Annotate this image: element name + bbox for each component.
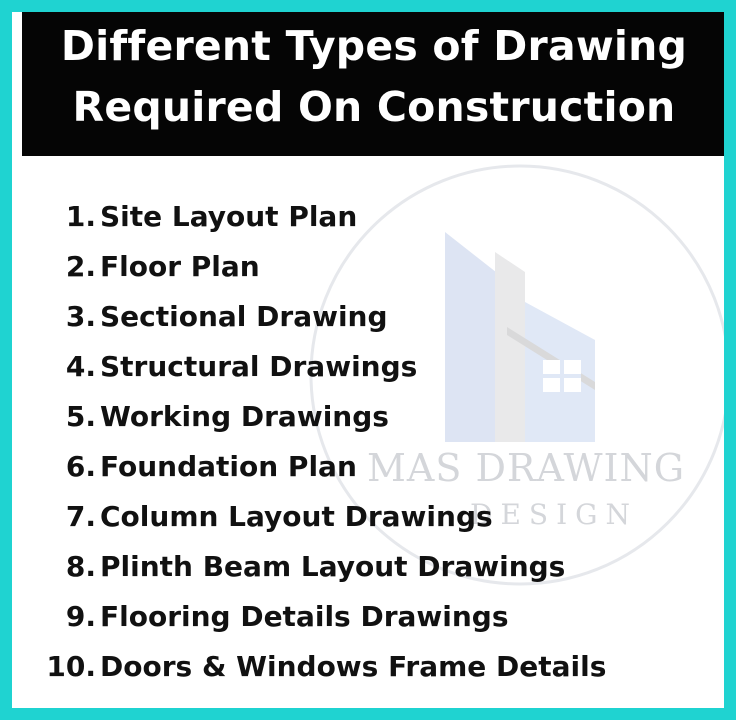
list-item-label: Floor Plan — [100, 250, 260, 283]
list-item: 9. Flooring Details Drawings — [46, 592, 666, 642]
list-item-number: 7. — [65, 500, 96, 533]
title-line-1: Different Types of Drawing — [60, 22, 688, 70]
list-item: 2. Floor Plan — [46, 242, 666, 292]
list-item-number: 8. — [65, 550, 96, 583]
list-item-number: 6. — [65, 450, 96, 483]
list-item-number: 2. — [65, 250, 96, 283]
list-item: 5. Working Drawings — [46, 392, 666, 442]
list-item-label: Column Layout Drawings — [100, 500, 493, 533]
drawing-types-list: 1. Site Layout Plan 2. Floor Plan 3. Sectio… — [46, 192, 666, 692]
watermark-circle — [309, 164, 724, 586]
list-item-label: Doors & Windows Frame Details — [100, 650, 607, 683]
list-item-label: Sectional Drawing — [100, 300, 388, 333]
list-item-number: 10. — [46, 650, 96, 683]
list-item-label: Plinth Beam Layout Drawings — [100, 550, 566, 583]
list-item: 1. Site Layout Plan — [46, 192, 666, 242]
list-item-number: 5. — [65, 400, 96, 433]
list-item: 4. Structural Drawings — [46, 342, 666, 392]
list-item: 6. Foundation Plan — [46, 442, 666, 492]
list-item-label: Structural Drawings — [100, 350, 418, 383]
house-logo-icon — [445, 232, 595, 442]
list-item: 10. Doors & Windows Frame Details — [46, 642, 666, 692]
watermark-subtitle: DESIGN — [470, 498, 638, 531]
list-item-number: 9. — [65, 600, 96, 633]
title-band: Different Types of Drawing Required On C… — [22, 12, 724, 156]
list-item-label: Foundation Plan — [100, 450, 357, 483]
list-item: 7. Column Layout Drawings — [46, 492, 666, 542]
list-item-number: 4. — [65, 350, 96, 383]
watermark: MAS DRAWING DESIGN — [305, 160, 724, 590]
watermark-brand: MAS DRAWING — [367, 446, 686, 490]
list-item-number: 1. — [65, 200, 96, 233]
list-item-label: Site Layout Plan — [100, 200, 358, 233]
list-item: 3. Sectional Drawing — [46, 292, 666, 342]
list-item: 8. Plinth Beam Layout Drawings — [46, 542, 666, 592]
list-item-label: Flooring Details Drawings — [100, 600, 509, 633]
list-item-number: 3. — [65, 300, 96, 333]
title-line-2: Required On Construction — [72, 83, 676, 131]
list-item-label: Working Drawings — [100, 400, 389, 433]
